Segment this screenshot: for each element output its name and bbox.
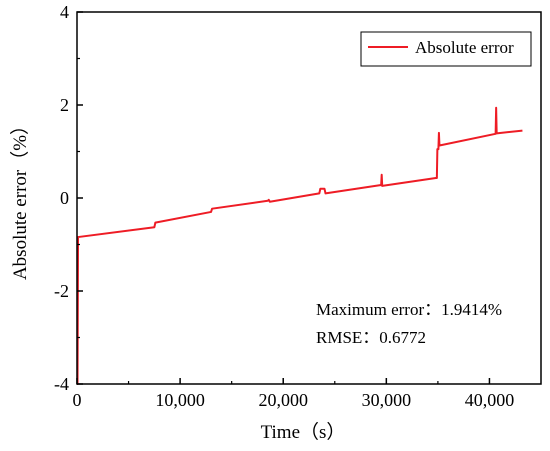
ticks: 0 10,000 20,000 30,000 40,000 -4 -2 0 2 4	[54, 2, 514, 410]
y-tick-label: 4	[60, 2, 69, 22]
legend-box	[360, 31, 532, 67]
x-tick-label: 40,000	[465, 390, 515, 410]
x-axis-title: Time（s）	[261, 421, 346, 443]
x-tick-label: 30,000	[362, 390, 412, 410]
x-tick-label: 0	[73, 390, 82, 410]
plot-area	[76, 106, 523, 385]
series-line-absolute-error	[76, 106, 523, 385]
y-tick-label: 0	[60, 188, 69, 208]
annotation-max-error: Maximum error：1.9414%	[316, 300, 502, 319]
x-tick-label: 10,000	[155, 390, 205, 410]
y-axis-title: Absolute error（%）	[9, 116, 31, 280]
y-tick-label: -2	[54, 281, 69, 301]
y-tick-label: 2	[60, 95, 69, 115]
legend-label: Absolute error	[415, 38, 514, 57]
legend: Absolute error	[360, 31, 532, 67]
annotation-rmse: RMSE：0.6772	[316, 328, 426, 347]
x-tick-label: 20,000	[258, 390, 308, 410]
y-tick-label: -4	[54, 374, 69, 394]
